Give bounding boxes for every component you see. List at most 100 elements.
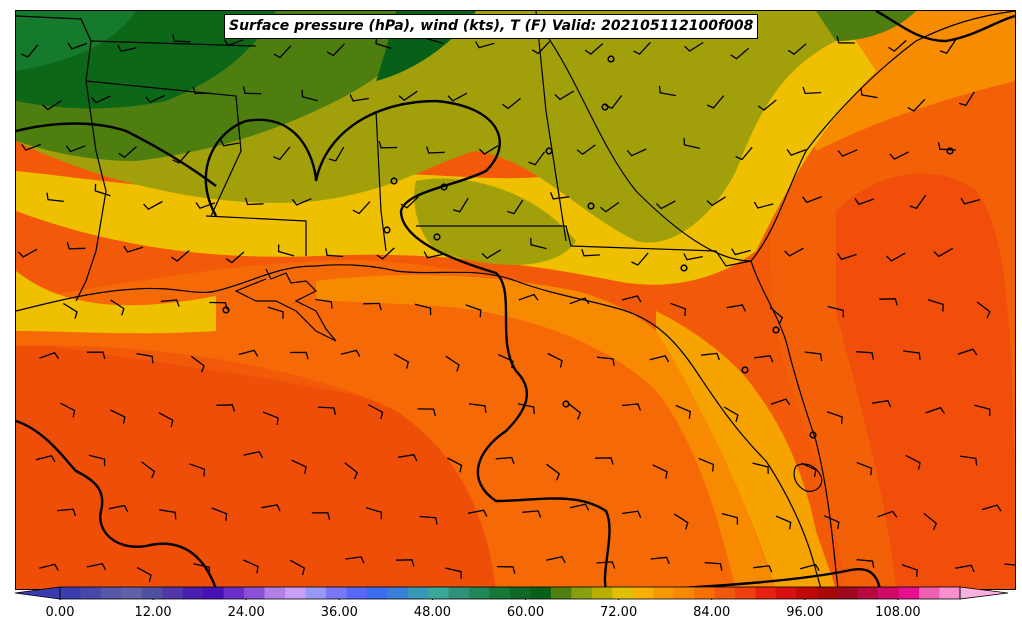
- colorbar-segment: [121, 587, 143, 599]
- wind-barb: [528, 151, 546, 166]
- wind-barb: [787, 43, 807, 56]
- wind-barb: [223, 39, 244, 47]
- wind-barb: [804, 351, 823, 362]
- wind-barb: [94, 183, 111, 197]
- colorbar-tick-label: 96.00: [786, 605, 824, 620]
- wind-barb: [311, 512, 331, 520]
- wind-barb: [21, 143, 41, 151]
- station-markers: [222, 55, 954, 439]
- colorbar-segment: [366, 587, 388, 599]
- colorbar-segment: [939, 587, 961, 599]
- colorbar-segment: [223, 587, 245, 599]
- wind-barb: [301, 89, 319, 102]
- colorbar-segment: [653, 587, 675, 599]
- colorbar-tick-label: 48.00: [413, 605, 452, 620]
- wind-barb: [376, 247, 395, 260]
- wind-barb: [925, 406, 945, 414]
- wind-barb: [522, 510, 542, 518]
- wind-barb: [698, 457, 715, 472]
- wind-barb: [670, 302, 687, 316]
- weather-map: [16, 11, 1015, 589]
- wind-barb: [960, 197, 981, 205]
- wind-barb: [315, 298, 333, 309]
- temperature-colorbar: [14, 586, 1009, 600]
- wind-barb: [60, 402, 76, 418]
- wind-barb: [447, 457, 463, 473]
- wind-barb: [447, 92, 468, 102]
- colorbar-min-extend: [14, 586, 61, 600]
- wind-barb: [193, 563, 211, 575]
- wind-barb: [518, 293, 539, 301]
- wind-barb: [352, 201, 371, 215]
- wind-barb: [885, 252, 906, 262]
- wind-barb: [143, 200, 163, 211]
- wind-barb: [195, 202, 216, 209]
- wind-barb: [159, 509, 177, 520]
- wind-barb: [860, 87, 878, 99]
- wind-barb: [957, 348, 978, 356]
- wind-barb: [700, 352, 721, 361]
- wind-barb: [452, 197, 469, 213]
- colorbar-segment: [571, 587, 593, 599]
- wind-barb: [211, 507, 228, 521]
- colorbar-segment: [489, 587, 511, 599]
- colorbar-segment: [387, 587, 409, 599]
- wind-barb: [414, 303, 432, 316]
- colorbar-segment: [837, 587, 859, 599]
- wind-barb: [378, 140, 398, 149]
- wind-barb: [856, 559, 875, 569]
- wind-barb: [190, 355, 205, 373]
- wind-barb: [57, 508, 77, 517]
- colorbar-segment: [816, 587, 838, 599]
- wind-barb: [172, 34, 191, 43]
- wind-barb: [856, 461, 873, 476]
- wind-barb: [502, 97, 521, 110]
- wind-barb: [626, 148, 647, 157]
- wind-barb: [621, 295, 642, 303]
- colorbar-max-extend: [959, 586, 1009, 600]
- wind-barb: [927, 298, 944, 312]
- wind-barb: [888, 39, 907, 52]
- wind-barb: [658, 85, 677, 97]
- wind-barb: [594, 457, 614, 465]
- wind-barb: [581, 248, 601, 257]
- wind-barb: [974, 404, 991, 417]
- wind-barb: [726, 304, 746, 312]
- wind-barb: [584, 43, 604, 55]
- wind-barb: [42, 100, 62, 111]
- wind-barb: [837, 149, 858, 157]
- colorbar-segment: [694, 587, 716, 599]
- wind-barb: [86, 351, 106, 359]
- wind-barb: [244, 197, 264, 206]
- colorbar-frame: [59, 586, 961, 600]
- wind-barb: [478, 145, 499, 155]
- wind-barb: [141, 461, 156, 479]
- colorbar-tick-label: 72.00: [600, 605, 638, 620]
- wind-barb: [498, 354, 514, 369]
- wind-barb: [907, 98, 926, 112]
- colorbar-segment: [857, 587, 879, 599]
- wind-barb: [753, 565, 773, 573]
- wind-barb: [706, 95, 725, 109]
- wind-barb: [340, 349, 361, 357]
- wind-barb: [39, 563, 59, 571]
- wind-barb: [721, 512, 739, 525]
- wind-barb: [823, 515, 840, 530]
- wind-barb: [46, 192, 64, 203]
- wind-barb: [769, 306, 784, 325]
- wind-barb: [474, 41, 495, 49]
- wind-barb: [220, 139, 240, 147]
- wind-barb: [802, 86, 822, 95]
- wind-barb: [753, 201, 774, 209]
- wind-barb: [400, 196, 419, 209]
- colorbar-segment: [510, 587, 531, 599]
- wind-barb: [775, 515, 792, 530]
- colorbar-tick-label: 24.00: [227, 605, 265, 620]
- colorbar-segment: [898, 587, 920, 599]
- wind-barb: [959, 91, 975, 107]
- wind-barb: [425, 146, 445, 154]
- wind-barb: [530, 237, 547, 250]
- colorbar-segment: [775, 587, 797, 599]
- wind-barb: [65, 145, 86, 153]
- wind-barb: [683, 137, 701, 150]
